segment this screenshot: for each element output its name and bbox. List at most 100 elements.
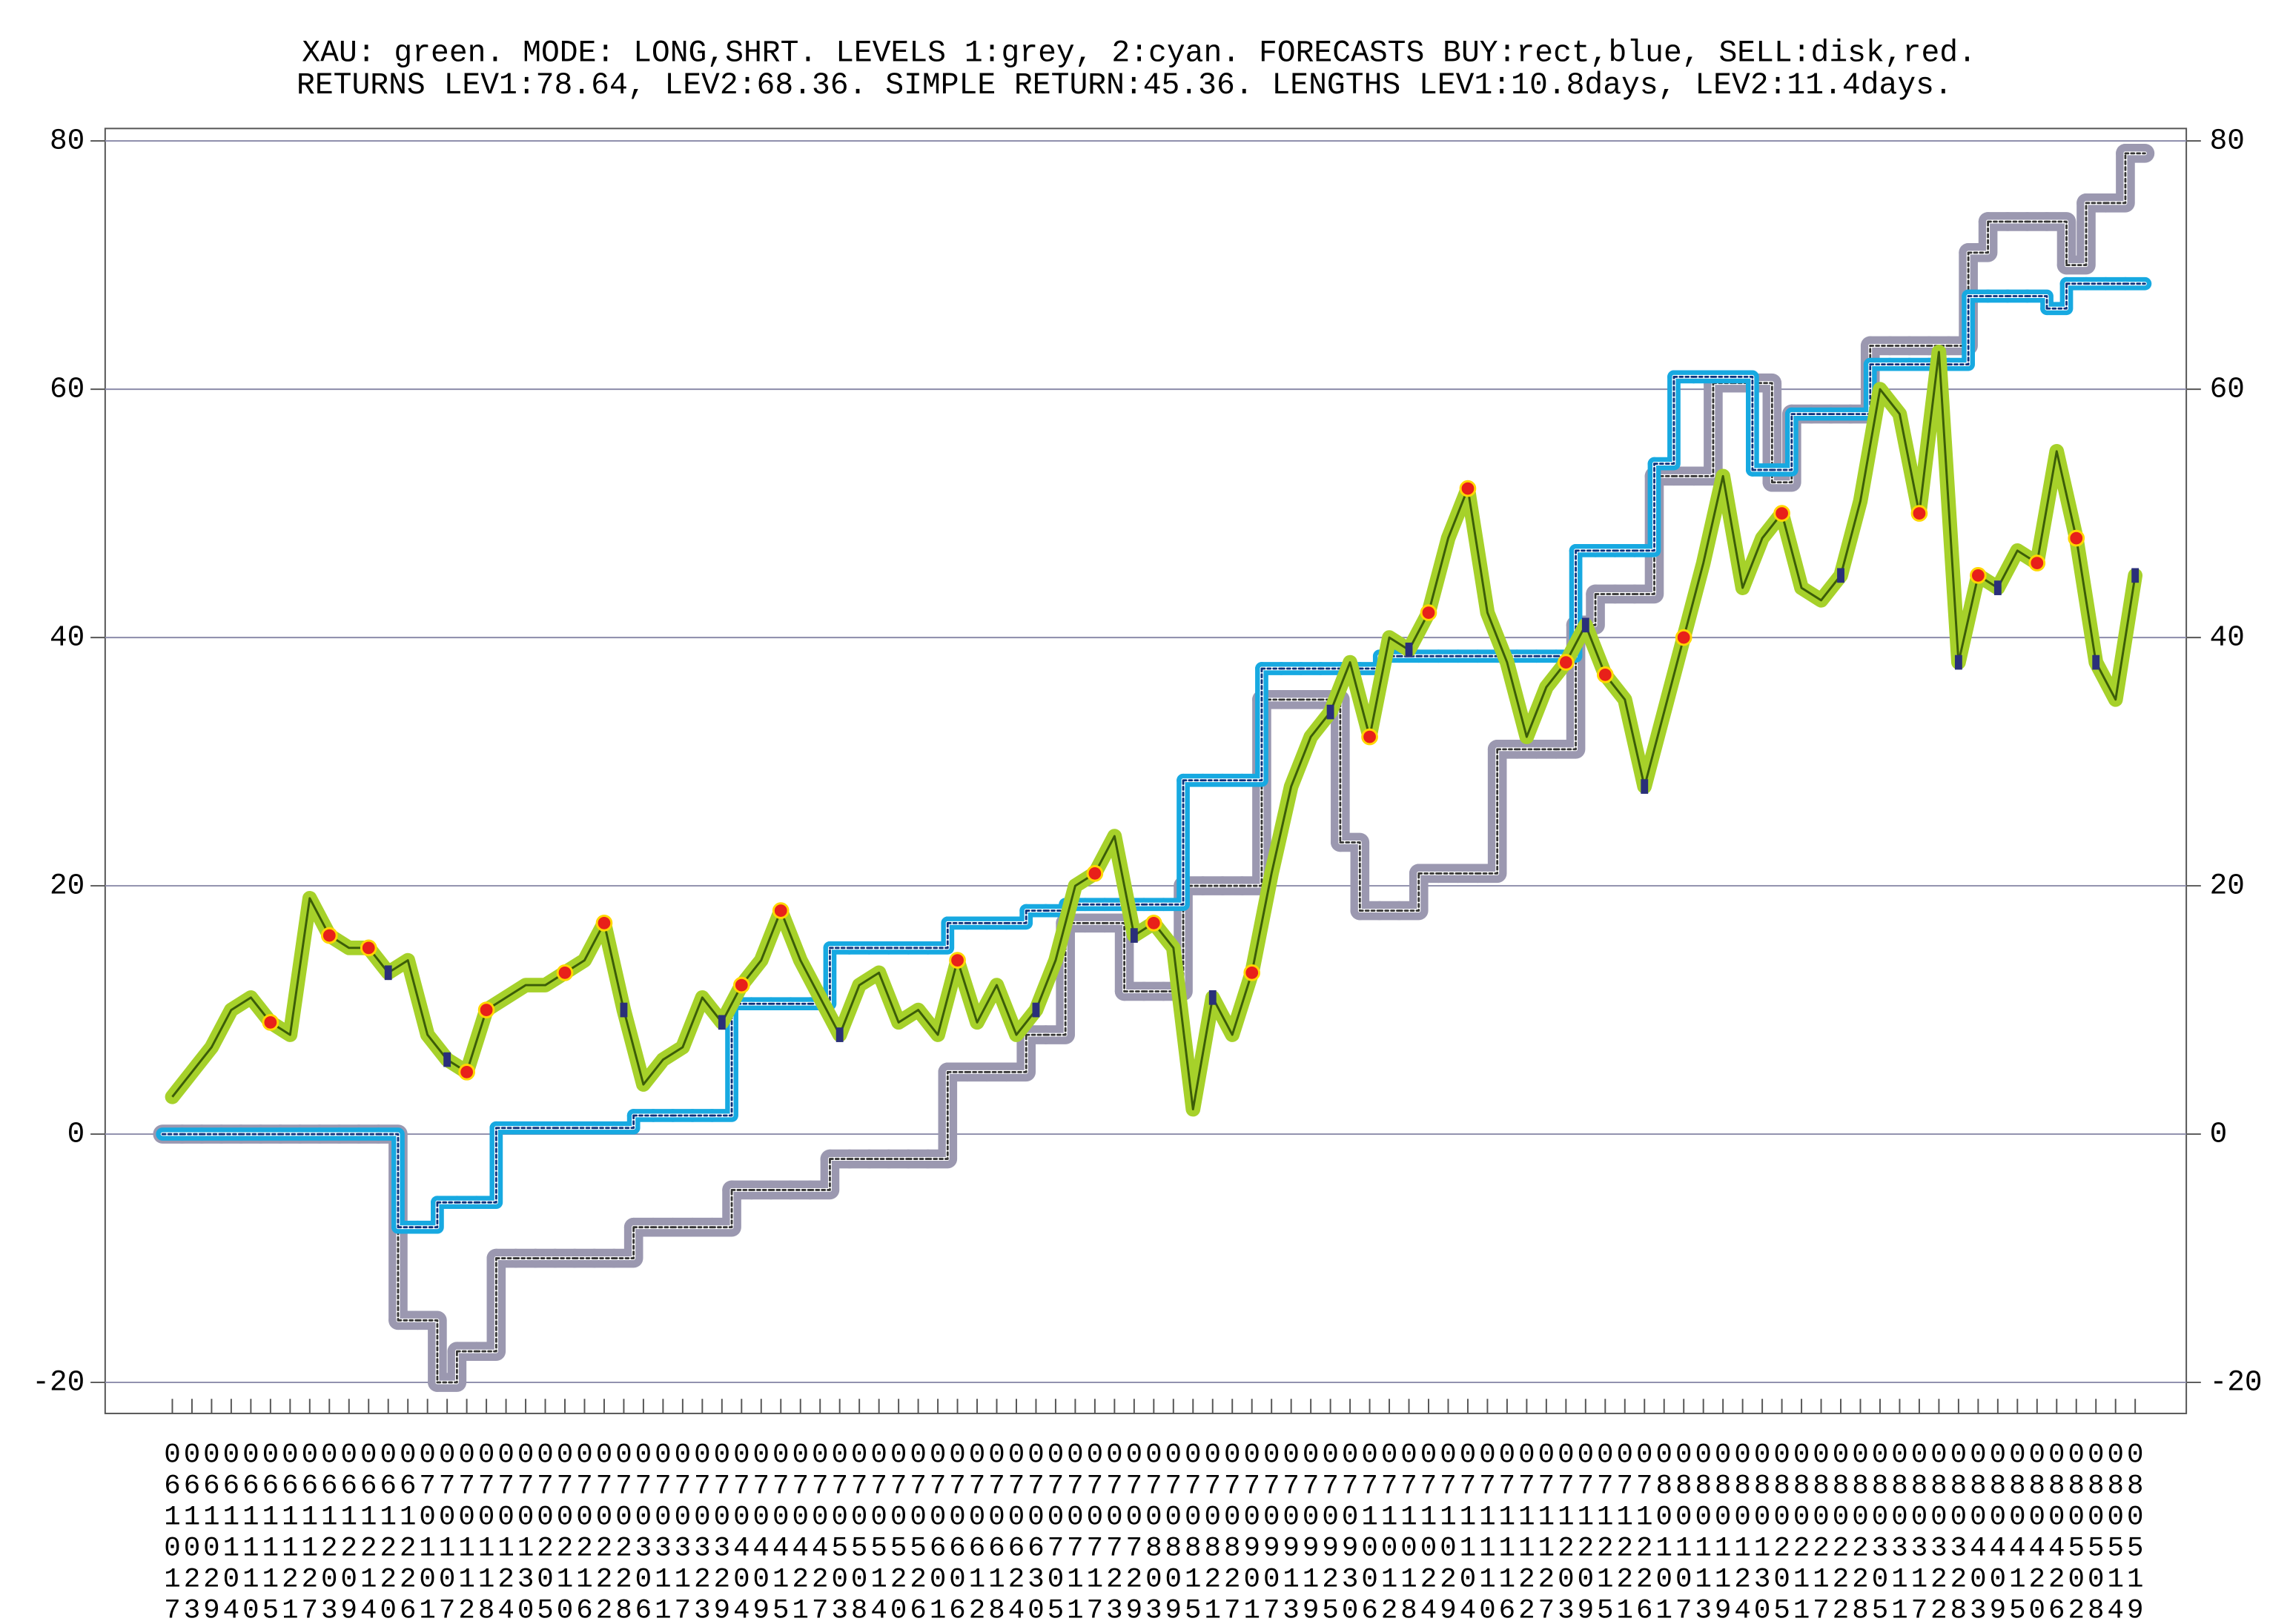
x-tick-label: 080426 bbox=[2041, 1439, 2072, 1624]
sell-forecast bbox=[1243, 964, 1261, 981]
x-tick-label: 070216 bbox=[569, 1439, 600, 1624]
x-tick-label: 080403 bbox=[1962, 1439, 1993, 1624]
y-tick-label: 40 bbox=[50, 620, 85, 654]
sell-forecast bbox=[1558, 654, 1575, 671]
x-tick-label: 070901 bbox=[1237, 1439, 1268, 1624]
x-tick-label: 080101 bbox=[1649, 1439, 1680, 1624]
level-2-step bbox=[1770, 413, 1793, 471]
sell-forecast bbox=[2068, 529, 2085, 547]
x-tick-label: 070827 bbox=[1217, 1439, 1248, 1624]
buy-forecast bbox=[1130, 928, 1138, 943]
level-1-step bbox=[1005, 1033, 1027, 1073]
x-tick-label: 061226 bbox=[392, 1439, 423, 1624]
level-1-step bbox=[1331, 832, 1370, 921]
x-tick-label: 071221 bbox=[1609, 1439, 1641, 1624]
x-tick-label: 071110 bbox=[1472, 1439, 1503, 1624]
level-1-step bbox=[2045, 220, 2068, 266]
sell-forecast bbox=[1145, 914, 1162, 932]
x-tick-label: 070803 bbox=[1138, 1439, 1169, 1624]
x-tick-label: 070930 bbox=[1334, 1439, 1366, 1624]
x-tick-label: 070415 bbox=[765, 1439, 796, 1624]
x-tick-label: 061115 bbox=[255, 1439, 286, 1624]
level-1-step bbox=[1684, 373, 1723, 486]
x-tick-label: 061203 bbox=[314, 1439, 345, 1624]
y2-tick-label: -20 bbox=[2210, 1365, 2263, 1399]
x-tick-label: 071215 bbox=[1589, 1439, 1621, 1624]
x-tick-label: 070503 bbox=[824, 1439, 856, 1624]
x-tick-label: 070205 bbox=[530, 1439, 561, 1624]
buy-forecast bbox=[718, 1015, 726, 1030]
buy-forecast bbox=[1405, 642, 1413, 657]
level-2-step bbox=[469, 1121, 503, 1210]
sell-forecast bbox=[556, 964, 574, 981]
sell-forecast bbox=[360, 939, 377, 957]
level-1-step bbox=[1692, 382, 1715, 477]
level-1-step bbox=[711, 1189, 733, 1229]
level-2-step bbox=[711, 1002, 733, 1117]
y-tick-label: -20 bbox=[32, 1365, 85, 1399]
x-tick-label: 080222 bbox=[1825, 1439, 1856, 1624]
x-tick-label: 071122 bbox=[1511, 1439, 1542, 1624]
buy-forecast bbox=[1326, 704, 1334, 720]
level-2-step bbox=[1653, 375, 1675, 465]
level-1-step bbox=[809, 1158, 831, 1191]
x-tick-label: 070306 bbox=[628, 1439, 659, 1624]
y-tick-label: 80 bbox=[50, 125, 85, 158]
x-tick-label: 070630 bbox=[1020, 1439, 1051, 1624]
sell-forecast bbox=[477, 1001, 495, 1018]
x-tick-label: 070421 bbox=[785, 1439, 816, 1624]
level-2-step bbox=[1732, 375, 1754, 471]
level-1-step bbox=[475, 1257, 497, 1353]
x-tick-label: 080415 bbox=[2002, 1439, 2033, 1624]
x-tick-label: 070514 bbox=[864, 1439, 895, 1624]
sell-forecast bbox=[1086, 864, 1104, 882]
x-tick-label: 080124 bbox=[1727, 1439, 1758, 1624]
level-2-step bbox=[1162, 779, 1185, 906]
y2-tick-label: 20 bbox=[2210, 869, 2245, 902]
buy-forecast bbox=[1641, 779, 1649, 794]
x-tick-label: 080502 bbox=[2061, 1439, 2092, 1624]
x-tick-label: 070112 bbox=[451, 1439, 483, 1624]
level-1-step bbox=[2065, 202, 2088, 266]
x-tick-label: 080317 bbox=[1904, 1439, 1935, 1624]
sell-forecast bbox=[1773, 505, 1790, 522]
level-1-step bbox=[1095, 913, 1134, 1001]
x-tick-label: 080519 bbox=[2119, 1439, 2151, 1624]
sell-forecast bbox=[320, 927, 338, 944]
x-tick-label: 070520 bbox=[883, 1439, 914, 1624]
x-tick-label: 070612 bbox=[962, 1439, 993, 1624]
x-tick-label: 070705 bbox=[1040, 1439, 1071, 1624]
level-2-step bbox=[1235, 662, 1268, 787]
level-1-step bbox=[1468, 740, 1507, 884]
level-1-step bbox=[1476, 748, 1499, 875]
x-tick-label: 070508 bbox=[844, 1439, 875, 1624]
y-tick-label: 60 bbox=[50, 373, 85, 406]
sell-forecast bbox=[1361, 728, 1378, 746]
x-tick-label: 061104 bbox=[216, 1439, 247, 1624]
x-tick-label: 061029 bbox=[196, 1439, 227, 1624]
x-tick-label: 071203 bbox=[1550, 1439, 1581, 1624]
x-tick-label: 070919 bbox=[1295, 1439, 1326, 1624]
x-tick-label: 070311 bbox=[647, 1439, 678, 1624]
x-tick-label: 070913 bbox=[1276, 1439, 1307, 1624]
x-tick-label: 070107 bbox=[431, 1439, 463, 1624]
level-1-step bbox=[1045, 921, 1067, 1036]
x-tick-label: 061110 bbox=[235, 1439, 266, 1624]
level-1-step bbox=[919, 1062, 958, 1169]
x-tick-label: 080113 bbox=[1688, 1439, 1719, 1624]
x-tick-label: 070624 bbox=[1001, 1439, 1032, 1624]
level-1-step bbox=[1633, 474, 1655, 595]
x-tick-label: 080211 bbox=[1786, 1439, 1817, 1624]
x-tick-label: 071104 bbox=[1452, 1439, 1483, 1624]
y2-tick-label: 60 bbox=[2210, 373, 2245, 406]
x-tick-label: 061023 bbox=[176, 1439, 208, 1624]
chart-title: XAU: green. MODE: LONG,SHRT. LEVELS 1:gr… bbox=[302, 37, 1976, 71]
level-2-step bbox=[377, 1133, 400, 1229]
level-1-step bbox=[1397, 872, 1420, 912]
x-tick-label: 070130 bbox=[510, 1439, 541, 1624]
x-tick-label: 070526 bbox=[903, 1439, 934, 1624]
buy-forecast bbox=[1581, 617, 1589, 633]
x-tick-label: 080514 bbox=[2100, 1439, 2131, 1624]
level-2-step bbox=[417, 1201, 439, 1229]
x-tick-label: 070723 bbox=[1099, 1439, 1130, 1624]
